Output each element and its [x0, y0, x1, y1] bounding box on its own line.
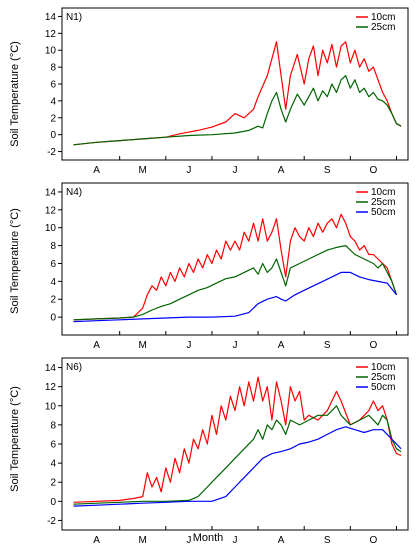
y-axis-title-n6: Soil Temperature (°C)	[9, 386, 21, 492]
y-axis-title-n4: Soil Temperature (°C)	[9, 208, 21, 314]
plot-frame	[61, 182, 409, 336]
x-tick-label: A	[278, 535, 285, 546]
x-tick-label: J	[186, 535, 191, 546]
y-tick-label: 14	[45, 12, 57, 23]
y-tick-label: 10	[45, 401, 57, 412]
y-tick-label: 14	[45, 363, 57, 374]
x-tick-label: S	[324, 340, 331, 351]
legend-label: 25cm	[371, 22, 395, 33]
y-tick-label: -2	[47, 516, 56, 527]
legend-label: 10cm	[371, 12, 395, 23]
legend-label: 50cm	[371, 382, 395, 393]
y-tick-label: 0	[50, 497, 56, 508]
series-line-10cm	[73, 376, 402, 503]
legend-label: 10cm	[371, 362, 395, 373]
legend-label: 50cm	[371, 207, 395, 218]
legend-label: 10cm	[371, 187, 395, 198]
y-tick-label: 10	[45, 223, 57, 234]
y-tick-label: 8	[50, 241, 56, 252]
x-tick-label: O	[370, 340, 378, 351]
x-tick-label: M	[139, 535, 147, 546]
y-tick-label: 4	[50, 96, 56, 107]
series-line-25cm	[73, 75, 402, 146]
x-tick-label: O	[370, 165, 378, 176]
y-tick-label: 6	[50, 259, 56, 270]
x-tick-label: A	[93, 340, 100, 351]
panel-title: N1)	[66, 12, 82, 23]
x-tick-label: S	[324, 535, 331, 546]
x-tick-label: J	[186, 340, 191, 351]
y-tick-label: 0	[50, 130, 56, 141]
series-line-50cm	[73, 271, 397, 323]
y-tick-label: -2	[47, 147, 56, 158]
y-tick-label: 0	[50, 313, 56, 324]
panel-title: N4)	[66, 187, 82, 198]
series-line-25cm	[73, 245, 398, 321]
x-tick-label: M	[139, 340, 147, 351]
x-tick-label: A	[278, 340, 285, 351]
legend-label: 25cm	[371, 197, 395, 208]
series-line-25cm	[73, 405, 402, 505]
x-tick-label: O	[370, 535, 378, 546]
y-tick-label: 4	[50, 277, 56, 288]
x-tick-label: A	[93, 165, 100, 176]
panel-title: N6)	[66, 362, 82, 373]
series-line-10cm	[73, 41, 402, 146]
y-tick-label: 6	[50, 80, 56, 91]
y-tick-label: 14	[45, 187, 57, 198]
x-tick-label: J	[233, 340, 238, 351]
y-tick-label: 2	[50, 478, 56, 489]
x-tick-label: J	[233, 535, 238, 546]
y-axis-title-n1: Soil Temperature (°C)	[9, 41, 21, 147]
legend-label: 25cm	[371, 372, 395, 383]
x-tick-label: S	[324, 165, 331, 176]
x-tick-label: A	[93, 535, 100, 546]
y-tick-label: 12	[45, 205, 57, 216]
x-tick-label: M	[139, 165, 147, 176]
x-tick-label: A	[278, 165, 285, 176]
x-axis-title: Month	[192, 532, 224, 544]
y-tick-label: 12	[45, 382, 57, 393]
series-line-50cm	[73, 426, 402, 507]
x-tick-label: J	[233, 165, 238, 176]
y-tick-label: 8	[50, 63, 56, 74]
y-tick-label: 2	[50, 295, 56, 306]
y-tick-label: 12	[45, 29, 57, 40]
x-tick-label: J	[186, 165, 191, 176]
y-tick-label: 10	[45, 46, 57, 57]
y-tick-label: 4	[50, 459, 56, 470]
y-tick-label: 6	[50, 440, 56, 451]
y-tick-label: 2	[50, 113, 56, 124]
y-tick-label: 8	[50, 420, 56, 431]
series-line-10cm	[73, 213, 398, 321]
